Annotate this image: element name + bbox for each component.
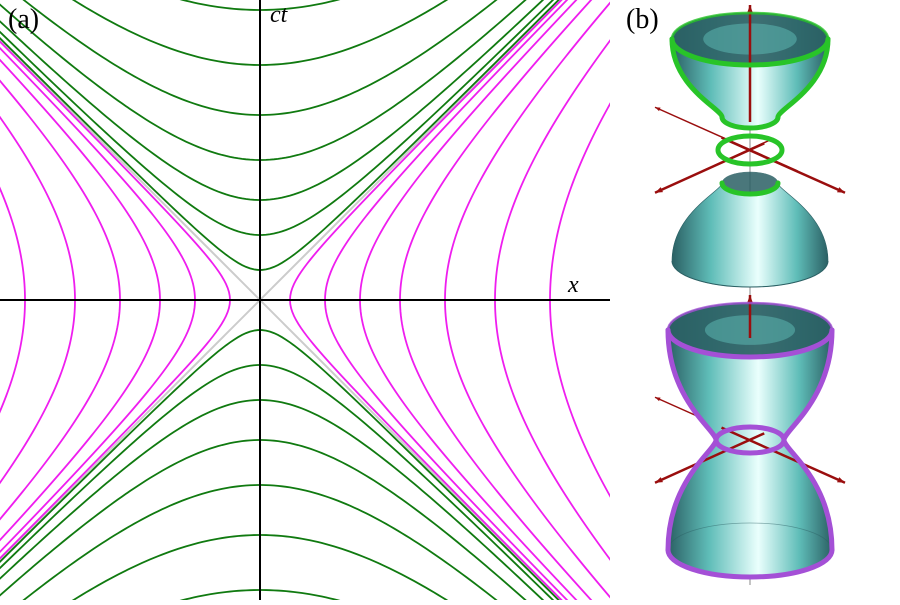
figure-container: (a) ct x (b) (0, 0, 900, 600)
hyperbola-plot (0, 0, 610, 600)
panel-a: (a) ct x (0, 0, 610, 600)
panel-b: (b) (610, 0, 900, 600)
x-axis-label: x (568, 272, 579, 299)
panel-a-label: (a) (8, 4, 39, 36)
y-axis-label: ct (270, 2, 287, 29)
hyperboloid-3d (610, 0, 900, 600)
panel-b-label: (b) (626, 4, 659, 36)
